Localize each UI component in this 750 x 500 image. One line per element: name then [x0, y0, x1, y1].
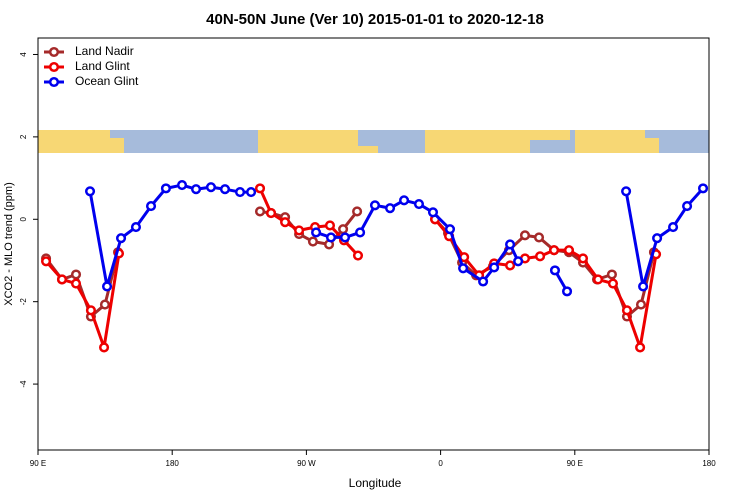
data-point	[280, 217, 291, 228]
data-point	[254, 183, 266, 194]
data-point	[505, 260, 516, 271]
data-point	[607, 278, 619, 289]
data-point	[563, 245, 575, 256]
data-point	[458, 263, 469, 274]
data-point	[70, 278, 82, 289]
data-point	[697, 183, 709, 194]
data-point	[99, 299, 111, 310]
data-point	[355, 227, 366, 238]
data-point	[311, 227, 322, 238]
data-point	[519, 230, 531, 241]
data-point	[338, 224, 349, 235]
data-point	[352, 206, 363, 217]
data-point	[635, 342, 646, 353]
data-point	[41, 256, 52, 267]
y-tick-label: 0	[19, 217, 28, 222]
data-point	[160, 183, 171, 194]
data-point	[593, 274, 604, 285]
legend-label: Land Nadir	[75, 44, 134, 58]
data-point	[577, 253, 589, 264]
y-tick-label: -2	[19, 298, 28, 306]
data-point	[369, 200, 381, 211]
data-point	[561, 286, 573, 297]
data-point	[352, 250, 364, 261]
data-point	[652, 233, 663, 244]
data-point	[325, 232, 337, 243]
data-point	[307, 236, 319, 247]
data-point	[505, 239, 516, 250]
x-tick-label: 180	[166, 459, 180, 468]
data-point	[535, 251, 546, 262]
data-point	[513, 256, 524, 267]
data-point	[145, 201, 157, 212]
data-point	[176, 180, 188, 191]
data-point	[130, 222, 142, 233]
x-tick-label: 180	[702, 459, 716, 468]
y-axis-label: XCO2 - MLO trend (ppm)	[3, 182, 15, 305]
data-point	[606, 269, 617, 280]
data-point	[427, 207, 439, 218]
data-point	[205, 182, 217, 193]
data-point	[638, 281, 649, 292]
plot-frame	[37, 37, 710, 451]
y-tick-label: -4	[19, 380, 28, 388]
series-line	[44, 187, 658, 349]
data-point	[294, 225, 305, 236]
data-point	[56, 274, 68, 285]
data-point	[99, 342, 110, 353]
y-tick-label: 4	[19, 52, 28, 57]
data-point	[101, 281, 113, 292]
data-point	[478, 276, 489, 287]
data-point	[399, 195, 410, 206]
data-point	[84, 186, 96, 197]
data-point	[621, 186, 632, 197]
data-point	[413, 198, 425, 210]
x-tick-label: 90 E	[30, 459, 46, 468]
legend-label: Ocean Glint	[75, 74, 139, 88]
data-point	[254, 206, 266, 217]
data-point	[549, 245, 560, 256]
chart-title: 40N-50N June (Ver 10) 2015-01-01 to 2020…	[206, 11, 544, 28]
data-point	[219, 184, 231, 195]
data-point	[324, 220, 336, 231]
x-tick-label: 0	[438, 459, 443, 468]
legend-marker	[48, 46, 60, 58]
x-tick-label: 90 E	[567, 459, 583, 468]
data-point	[549, 265, 561, 276]
data-point	[533, 232, 545, 243]
map-strip	[38, 130, 709, 153]
data-point	[246, 187, 257, 198]
data-point	[116, 233, 127, 244]
data-point	[385, 203, 396, 214]
data-point	[234, 187, 246, 198]
data-point	[339, 232, 351, 243]
data-point	[668, 222, 679, 233]
x-axis-label: Longitude	[349, 476, 402, 490]
legend-marker	[48, 76, 60, 88]
legend-marker	[48, 61, 60, 73]
data-point	[489, 262, 500, 273]
legend-label: Land Glint	[75, 59, 130, 73]
x-tick-label: 90 W	[297, 459, 316, 468]
data-point	[266, 208, 277, 219]
data-point	[635, 299, 647, 310]
data-point	[682, 201, 693, 212]
y-tick-label: 2	[19, 134, 28, 139]
data-point	[85, 305, 96, 316]
data-point	[70, 269, 82, 280]
data-point	[444, 224, 456, 235]
data-point	[191, 184, 202, 195]
data-point	[621, 305, 633, 316]
